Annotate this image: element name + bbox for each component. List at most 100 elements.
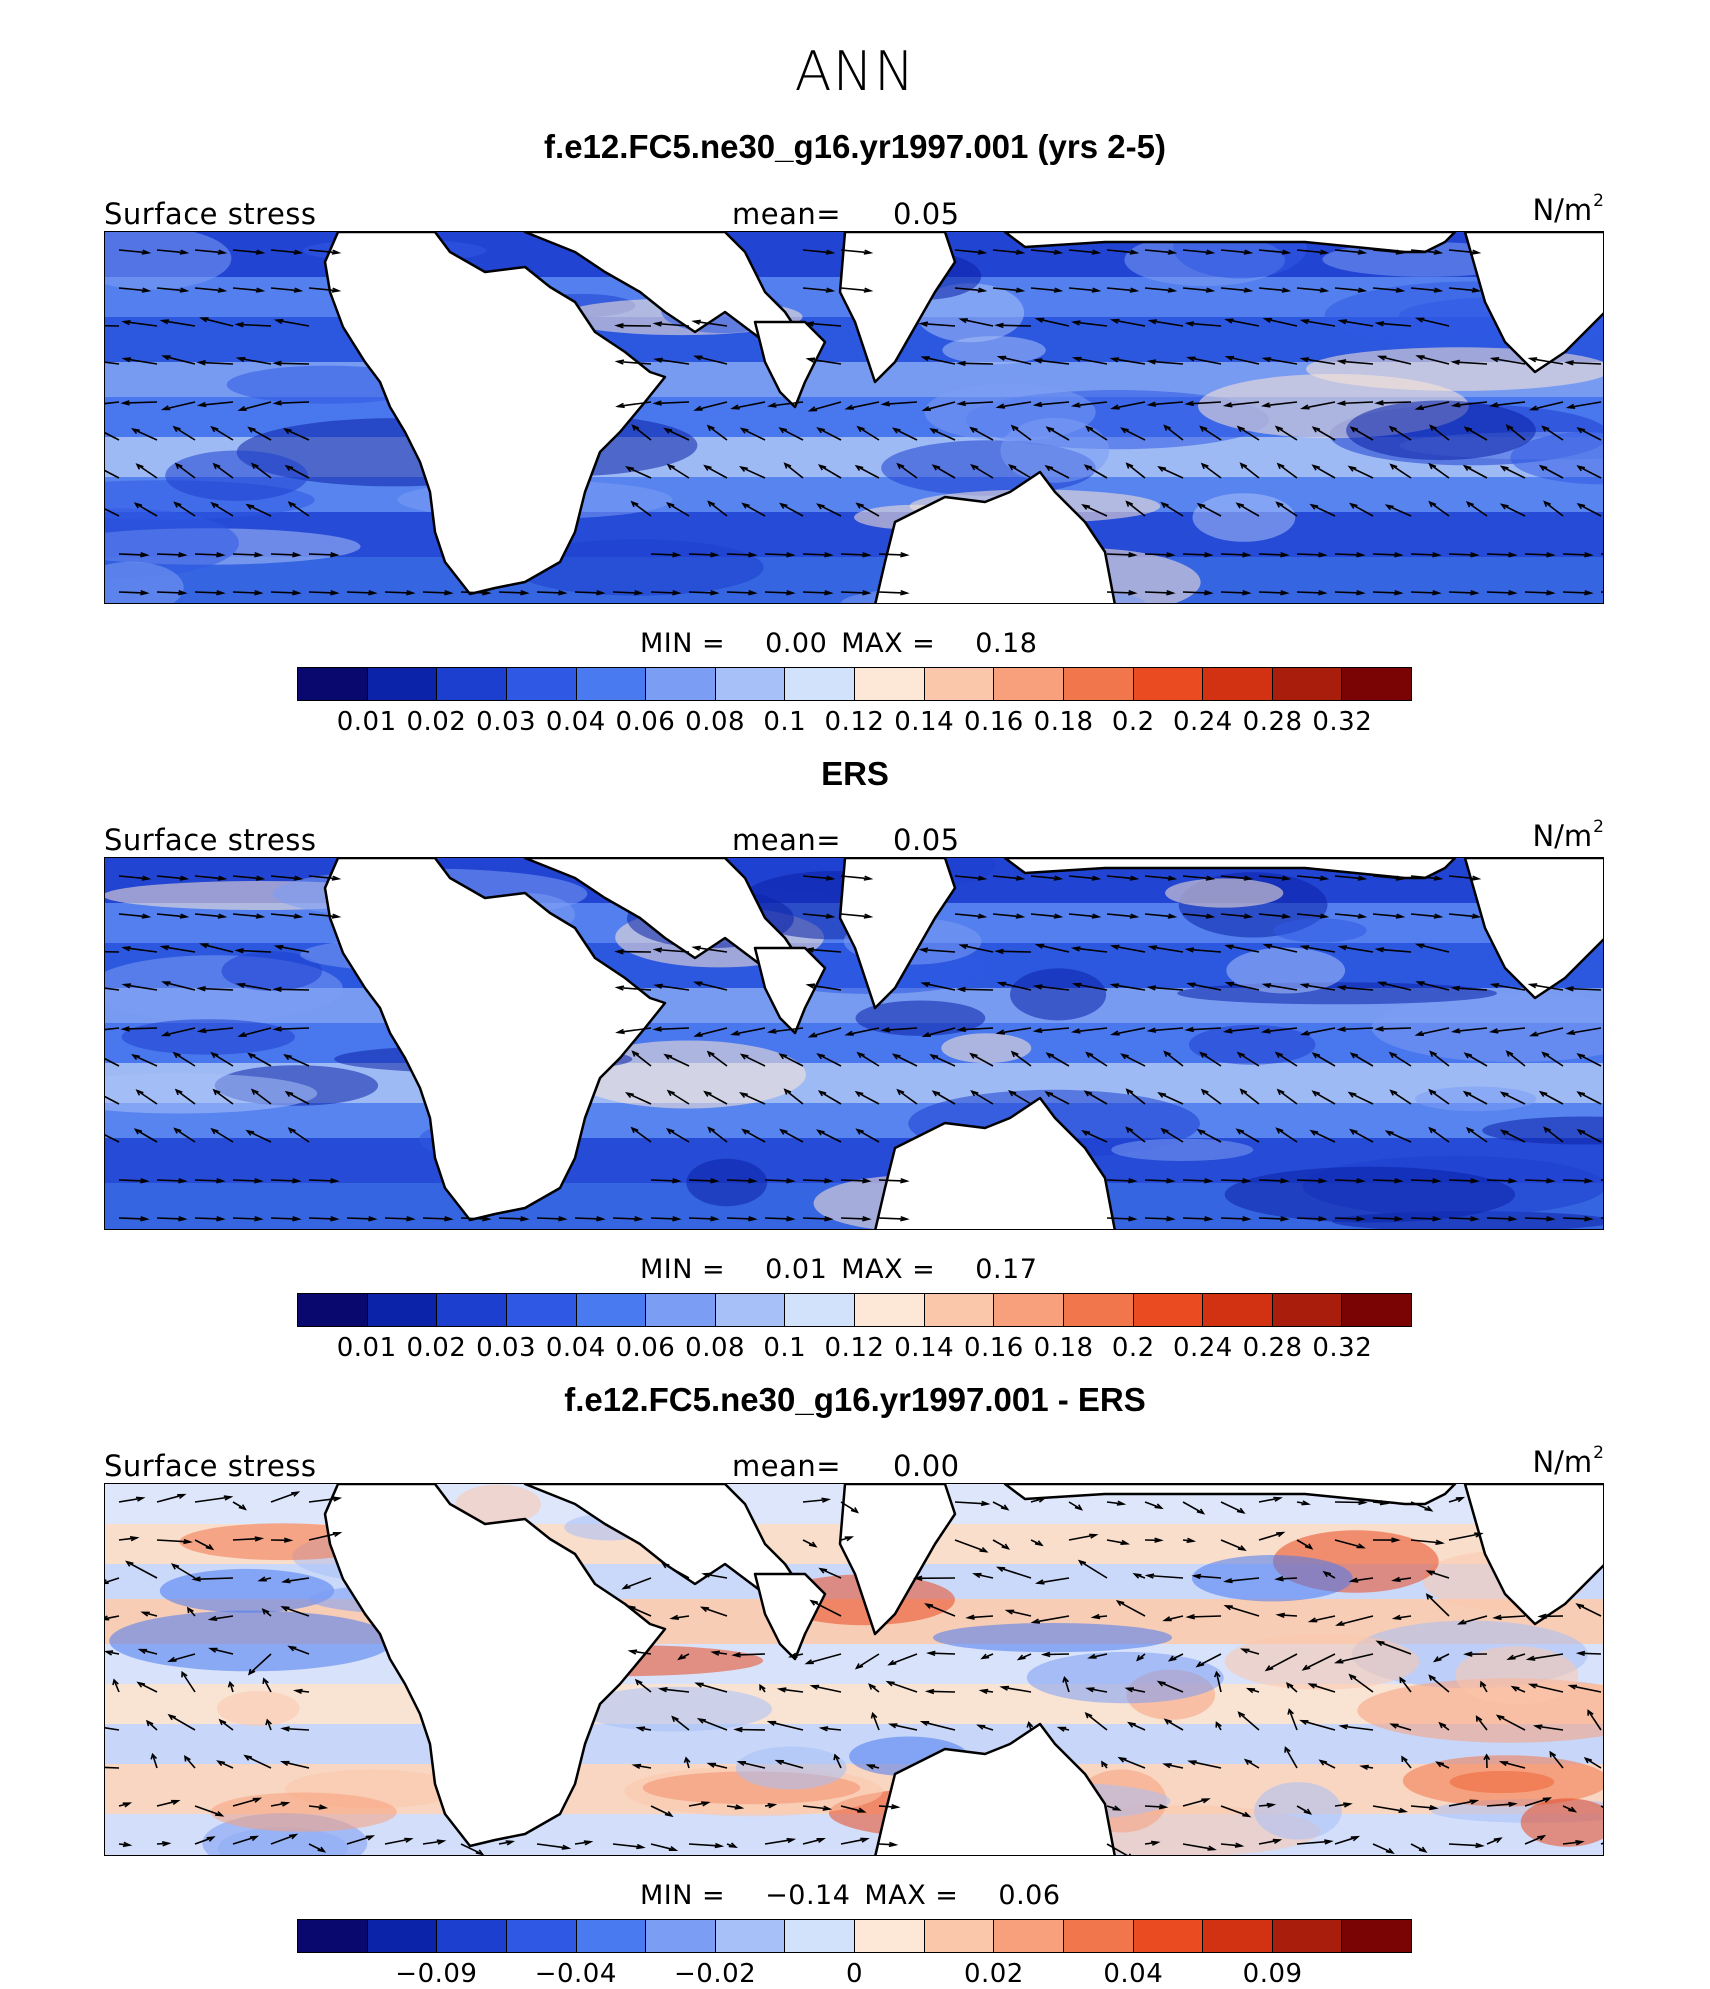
land-mass	[874, 470, 1116, 603]
variable-label: Surface stress	[104, 197, 317, 231]
colorbar-tick-label: 0.14	[894, 1333, 955, 1363]
colorbar-swatch	[367, 668, 438, 700]
colorbar-tick-label: 0.02	[963, 1959, 1024, 1989]
max-label: MAX =	[841, 1254, 936, 1285]
units-exponent: 2	[1593, 817, 1604, 837]
land-mass	[323, 1484, 667, 1848]
colorbar	[297, 1919, 1412, 1953]
contour-blob	[1026, 1651, 1224, 1704]
units-label: N/m2	[1532, 817, 1604, 853]
contour-blob	[105, 508, 239, 578]
contour-blob	[455, 1484, 541, 1525]
land-mass	[838, 858, 957, 1010]
mean-label: mean=	[732, 1449, 842, 1483]
contour-blob	[1254, 1782, 1342, 1840]
contour-blob	[1192, 493, 1296, 542]
colorbar-swatch	[298, 1294, 368, 1326]
panel-title: ERS	[821, 755, 889, 792]
contour-blob	[210, 1792, 397, 1832]
colorbar-tick-label: −0.04	[534, 1959, 617, 1989]
colorbar-tick-label: 0.28	[1242, 707, 1303, 737]
colorbar-swatch	[646, 668, 716, 700]
contour-band	[105, 1684, 1603, 1724]
min-value: 0.01	[765, 1254, 828, 1285]
colorbar-tick-label: 0.12	[824, 1333, 885, 1363]
contour-blob	[1111, 1138, 1254, 1161]
colorbar-tick-label: 0.16	[963, 1333, 1024, 1363]
colorbar-tick-label: 0.18	[1033, 707, 1094, 737]
land-mass	[1003, 1484, 1457, 1506]
colorbar-swatch	[367, 1920, 438, 1952]
min-value: 0.00	[765, 628, 828, 659]
colorbar-tick-label: 0.04	[545, 707, 606, 737]
contour-blob	[1165, 878, 1284, 908]
map-plot	[105, 1484, 1603, 1855]
colorbar-swatch	[1272, 1294, 1343, 1326]
colorbar-swatch	[1133, 668, 1204, 700]
surface-stress-map	[104, 857, 1604, 1230]
colorbar-swatch	[785, 1294, 855, 1326]
contour-blob	[942, 336, 1046, 365]
colorbar-tick-label: 0.28	[1242, 1333, 1303, 1363]
contour-blob	[686, 1158, 768, 1207]
contour-band	[105, 557, 1603, 603]
contour-blob	[1226, 947, 1346, 994]
panel-title: f.e12.FC5.ne30_g16.yr1997.001 - ERS	[564, 1381, 1146, 1418]
max-value: 0.17	[975, 1254, 1038, 1285]
colorbar	[297, 1293, 1412, 1327]
contour-blob	[511, 539, 764, 596]
contour-blob	[1482, 1116, 1603, 1145]
colorbar-swatch	[1133, 1294, 1204, 1326]
contour-blob	[1510, 430, 1603, 485]
contour-blob	[221, 951, 323, 991]
contour-blob	[1520, 1798, 1603, 1847]
colorbar-swatch	[646, 1920, 716, 1952]
colorbar-swatch	[367, 1294, 438, 1326]
colorbar-swatch	[994, 1920, 1064, 1952]
min-label: MIN =	[640, 628, 726, 659]
land-mass	[753, 1572, 827, 1661]
contour-blob	[855, 1000, 986, 1036]
contour-blob	[924, 383, 1096, 441]
land-mass	[1003, 232, 1457, 254]
surface-stress-map	[104, 231, 1604, 604]
colorbar-tick-label: 0.02	[406, 1333, 467, 1363]
colorbar-swatch	[1342, 668, 1411, 700]
contour-blob	[105, 232, 232, 290]
colorbar	[297, 667, 1412, 701]
map-plot	[105, 232, 1603, 603]
units-label: N/m2	[1532, 1443, 1604, 1479]
colorbar-swatch	[715, 668, 786, 700]
colorbar-swatch	[298, 668, 368, 700]
colorbar-tick-label: 0.04	[545, 1333, 606, 1363]
colorbar-swatch	[924, 1294, 995, 1326]
max-label: MAX =	[864, 1880, 959, 1911]
contour-blob	[159, 1568, 335, 1613]
contour-blob	[105, 1073, 318, 1114]
mean-value: 0.05	[893, 823, 960, 857]
min-max-readout: MIN = 0.01 MAX = 0.17	[640, 1254, 1037, 1285]
colorbar-swatch	[506, 1920, 577, 1952]
colorbar-swatch	[506, 668, 577, 700]
panel-title: f.e12.FC5.ne30_g16.yr1997.001 (yrs 2-5)	[544, 128, 1166, 165]
colorbar-swatch	[437, 1920, 507, 1952]
units-label: N/m2	[1532, 191, 1604, 227]
contour-blob	[1191, 1555, 1353, 1602]
colorbar-swatch	[437, 668, 507, 700]
land-mass	[874, 1722, 1116, 1855]
colorbar-tick-label: 0.14	[894, 707, 955, 737]
colorbar-swatch	[1203, 1920, 1273, 1952]
colorbar-tick-label: 0.18	[1033, 1333, 1094, 1363]
colorbar-tick-label: −0.09	[395, 1959, 478, 1989]
colorbar-swatch	[855, 668, 925, 700]
colorbar-tick-label: 0.09	[1242, 1959, 1303, 1989]
mean-readout: mean= 0.05	[732, 197, 960, 231]
colorbar-tick-label: 0.2	[1111, 707, 1155, 737]
mean-label: mean=	[732, 823, 842, 857]
min-value: −0.14	[765, 1880, 851, 1911]
colorbar-tick-label: 0.1	[763, 707, 807, 737]
colorbar-swatch	[1063, 668, 1134, 700]
colorbar-tick-label: 0.03	[476, 1333, 537, 1363]
colorbar-swatch	[924, 1920, 995, 1952]
colorbar-tick-label: 0.06	[615, 1333, 676, 1363]
